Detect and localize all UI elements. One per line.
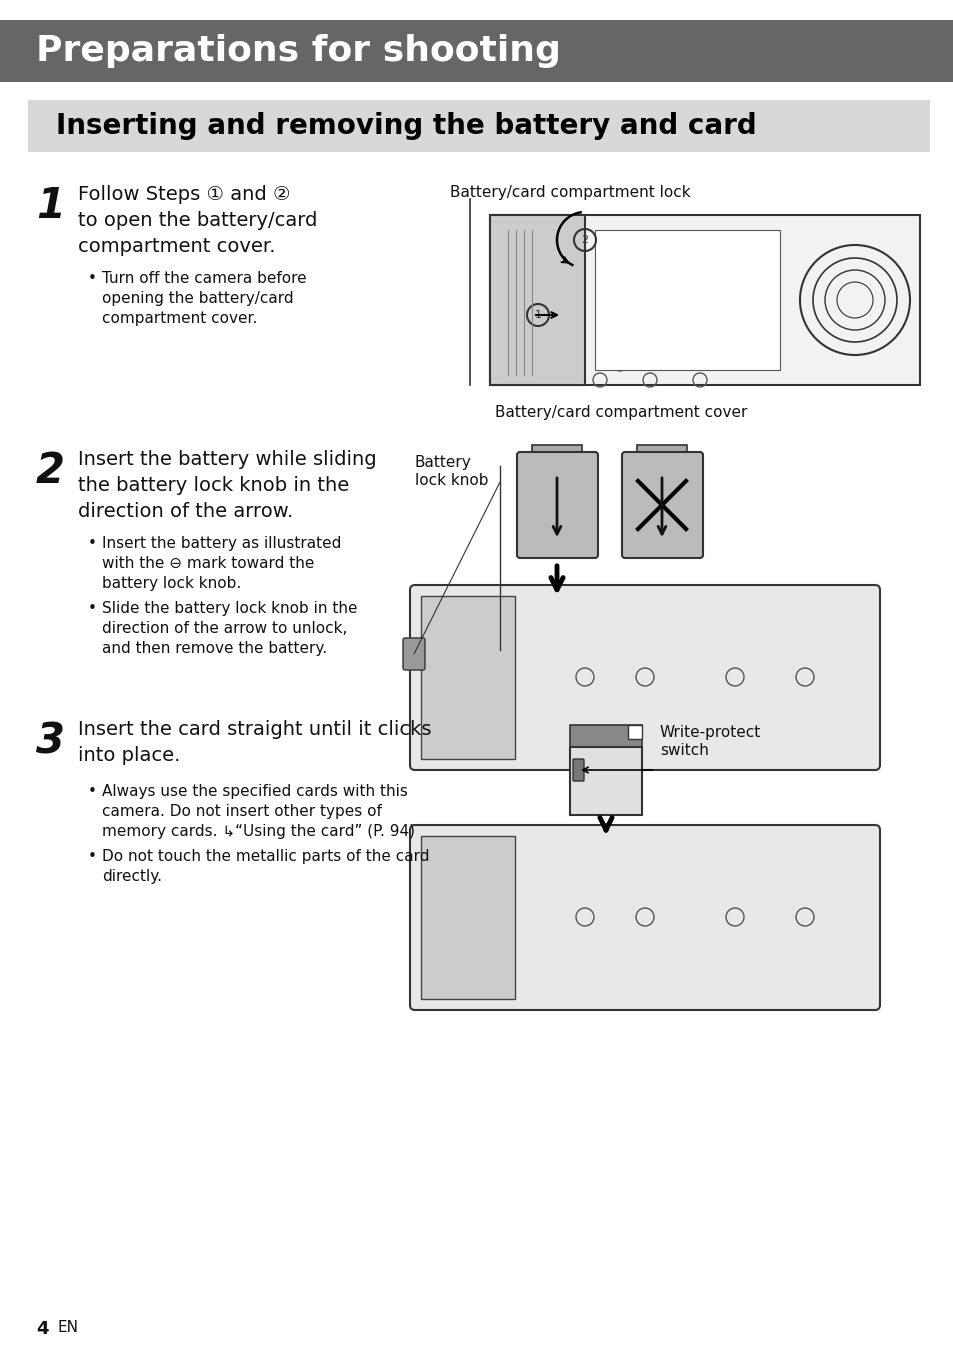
Text: Insert the battery as illustrated: Insert the battery as illustrated (102, 537, 341, 551)
Text: battery lock knob.: battery lock knob. (102, 576, 241, 590)
Text: with the ⊖ mark toward the: with the ⊖ mark toward the (102, 555, 314, 572)
Text: Battery: Battery (415, 455, 471, 469)
Text: directly.: directly. (102, 869, 162, 884)
FancyBboxPatch shape (595, 230, 780, 370)
FancyBboxPatch shape (490, 215, 919, 385)
Text: 2: 2 (580, 235, 588, 245)
Text: EN: EN (58, 1319, 79, 1336)
Text: into place.: into place. (78, 746, 180, 765)
Text: Do not touch the metallic parts of the card: Do not touch the metallic parts of the c… (102, 849, 429, 863)
Text: 1: 1 (534, 309, 541, 320)
Text: Write-protect: Write-protect (659, 725, 760, 740)
Text: the battery lock knob in the: the battery lock knob in the (78, 476, 349, 495)
Text: Preparations for shooting: Preparations for shooting (36, 34, 560, 69)
Text: and then remove the battery.: and then remove the battery. (102, 642, 327, 656)
Text: memory cards. ↳“Using the card” (P. 94): memory cards. ↳“Using the card” (P. 94) (102, 824, 415, 839)
FancyBboxPatch shape (627, 725, 641, 738)
Text: •: • (88, 270, 97, 286)
Text: 3: 3 (36, 720, 65, 763)
Text: direction of the arrow.: direction of the arrow. (78, 502, 293, 521)
Text: Follow Steps ① and ②: Follow Steps ① and ② (78, 186, 291, 204)
FancyBboxPatch shape (637, 445, 686, 455)
Text: •: • (88, 849, 97, 863)
Text: compartment cover.: compartment cover. (102, 311, 257, 325)
FancyBboxPatch shape (569, 746, 641, 815)
Text: •: • (88, 601, 97, 616)
Text: •: • (88, 537, 97, 551)
FancyBboxPatch shape (410, 824, 879, 1010)
Text: camera. Do not insert other types of: camera. Do not insert other types of (102, 804, 381, 819)
Text: 2: 2 (36, 451, 65, 492)
Text: 4: 4 (36, 1319, 49, 1338)
Text: Insert the card straight until it clicks: Insert the card straight until it clicks (78, 720, 431, 738)
FancyBboxPatch shape (402, 638, 424, 670)
Text: Always use the specified cards with this: Always use the specified cards with this (102, 784, 408, 799)
Text: Slide the battery lock knob in the: Slide the battery lock knob in the (102, 601, 357, 616)
FancyBboxPatch shape (569, 725, 641, 746)
Text: to open the battery/card: to open the battery/card (78, 211, 317, 230)
FancyBboxPatch shape (410, 585, 879, 769)
Text: lock knob: lock knob (415, 473, 488, 488)
FancyBboxPatch shape (28, 100, 929, 152)
FancyBboxPatch shape (420, 837, 515, 999)
Text: Inserting and removing the battery and card: Inserting and removing the battery and c… (56, 112, 756, 140)
Text: Battery/card compartment cover: Battery/card compartment cover (495, 405, 746, 420)
FancyBboxPatch shape (0, 20, 953, 82)
Text: direction of the arrow to unlock,: direction of the arrow to unlock, (102, 621, 347, 636)
FancyBboxPatch shape (490, 215, 584, 385)
Text: •: • (88, 784, 97, 799)
Text: switch: switch (659, 742, 708, 759)
FancyBboxPatch shape (621, 452, 702, 558)
FancyBboxPatch shape (532, 445, 581, 455)
Text: opening the battery/card: opening the battery/card (102, 291, 294, 307)
Text: compartment cover.: compartment cover. (78, 237, 275, 256)
Text: Turn off the camera before: Turn off the camera before (102, 270, 306, 286)
FancyBboxPatch shape (420, 596, 515, 759)
Text: Battery/card compartment lock: Battery/card compartment lock (450, 186, 690, 200)
FancyBboxPatch shape (517, 452, 598, 558)
Text: Insert the battery while sliding: Insert the battery while sliding (78, 451, 376, 469)
FancyBboxPatch shape (573, 759, 583, 781)
Text: 1: 1 (36, 186, 65, 227)
